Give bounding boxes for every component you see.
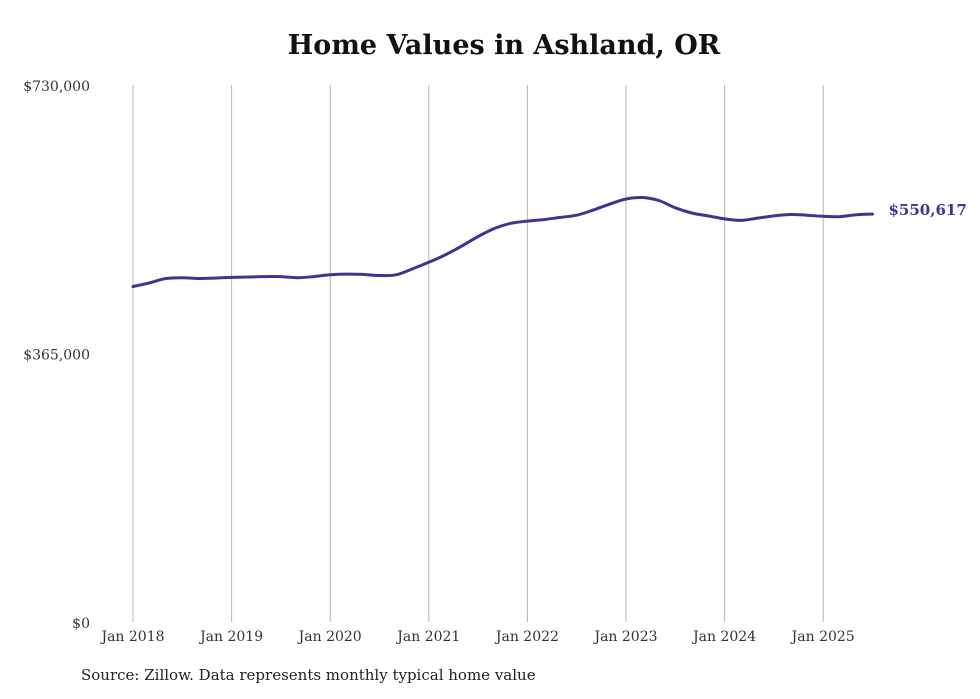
x-tick-label: Jan 2024	[691, 629, 756, 645]
y-axis-ticks: $0 $365,000 $730,000	[23, 79, 90, 632]
y-tick-label: $365,000	[23, 348, 90, 364]
series-layer	[131, 195, 874, 289]
end-label-layer: $550,617	[889, 201, 967, 219]
series-line	[131, 195, 874, 289]
x-tick-label: Jan 2021	[395, 629, 460, 645]
end-value-label: $550,617	[889, 201, 967, 219]
source-note: Source: Zillow. Data represents monthly …	[81, 666, 536, 684]
line-chart: $0$365,000$730,000 Jan 2018 Jan 2019 Jan 2…	[23, 79, 967, 645]
x-tick-label: Jan 2025	[790, 629, 855, 645]
grid-lines	[132, 85, 824, 622]
x-axis-ticks: Jan 2018 Jan 2019 Jan 2020 Jan 2021 Jan 2022…	[99, 629, 854, 645]
x-tick-label: Jan 2022	[494, 629, 559, 645]
x-tick-label: Jan 2020	[297, 629, 362, 645]
x-tick-label: Jan 2018	[99, 629, 164, 645]
x-tick-label: Jan 2019	[198, 629, 263, 645]
chart-title: Home Values in Ashland, OR	[287, 30, 721, 61]
y-tick-label: $730,000	[23, 79, 90, 95]
x-tick-label: Jan 2023	[592, 629, 657, 645]
y-tick-label: $0	[72, 616, 90, 632]
